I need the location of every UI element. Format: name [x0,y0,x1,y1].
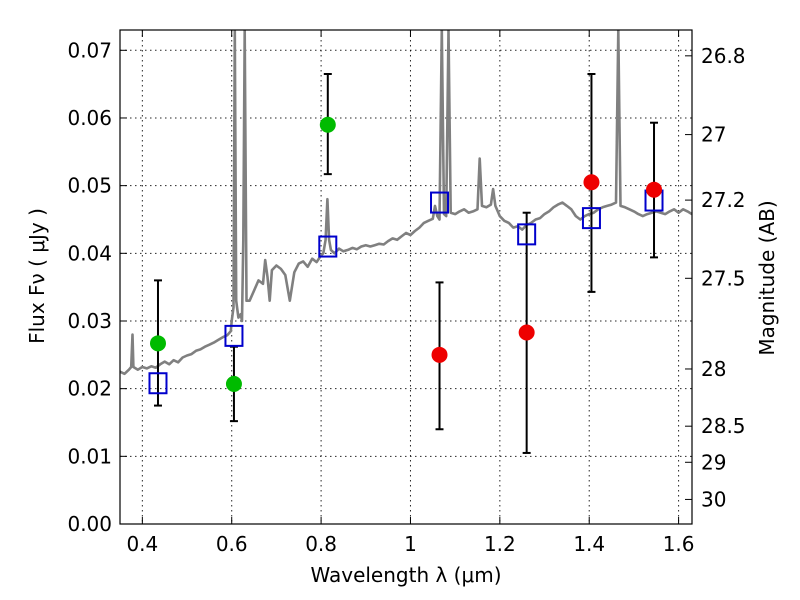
observed-point-red [583,174,600,191]
observed-point-green [149,335,166,352]
ticks: 0.4 0.6 0.8 1 1.2 1.4 1.6 0.00 0.01 0.02 0.03 0.04 0… [67,30,746,556]
magnitude-tick-label: 26.8 [701,44,746,68]
model-flux-square [148,372,168,395]
x-tick-label: 1.2 [484,532,516,556]
model-flux-square [581,207,601,230]
x-tick-label: 1 [404,532,417,556]
magnitude-tick-label: 27 [701,123,726,147]
magnitude-tick-label: 28.5 [701,414,746,438]
y-axis-label: Flux Fν ( μJy ) [25,208,49,344]
y-tick-label: 0.01 [67,444,112,468]
observed-point-red [431,346,448,363]
x-tick-label: 1.4 [573,532,605,556]
observed-point-green [319,116,336,133]
y-tick-label: 0.07 [67,38,112,62]
right-axis-label: Magnitude (AB) [755,200,779,355]
spectrum-line [120,30,692,376]
observed-point-red [646,181,663,198]
plot-area [120,30,692,454]
model-flux-square [517,223,537,246]
observed-point-green [225,375,242,392]
observed-point-red [518,324,535,341]
plot-frame [119,29,693,525]
y-tick-label: 0.00 [67,512,112,536]
model-flux-square [430,191,450,214]
magnitude-tick-label: 28 [701,357,726,381]
y-tick-label: 0.06 [67,106,112,130]
y-tick-label: 0.03 [67,309,112,333]
x-tick-label: 0.8 [305,532,337,556]
axes-frame [119,29,693,525]
x-axis-label: Wavelength λ (μm) [310,563,501,587]
x-tick-label: 0.6 [216,532,248,556]
model-flux-square [318,235,338,258]
x-tick-label: 0.4 [126,532,158,556]
magnitude-tick-label: 29 [701,450,726,474]
x-tick-label: 1.6 [663,532,695,556]
y-tick-label: 0.05 [67,174,112,198]
magnitude-tick-label: 27.5 [701,266,746,290]
model-flux-square [224,324,244,347]
magnitude-tick-label: 30 [701,487,726,511]
magnitude-tick-label: 27.2 [701,188,746,212]
y-tick-label: 0.04 [67,241,112,265]
y-tick-label: 0.02 [67,377,112,401]
